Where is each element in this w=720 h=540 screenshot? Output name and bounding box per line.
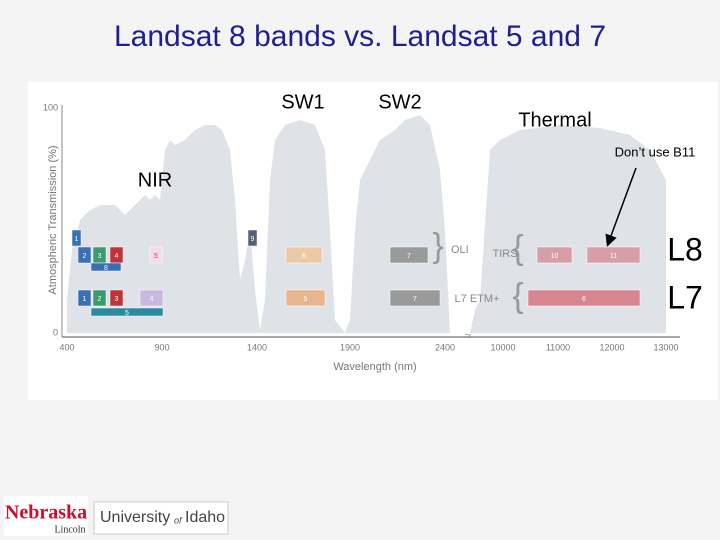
band-label: 5 — [125, 310, 129, 317]
y-tick-label: 100 — [43, 102, 58, 112]
band-box — [285, 246, 323, 264]
band-box — [536, 246, 573, 264]
annotation: NIR — [138, 169, 172, 191]
y-axis-label: Atmospheric Transmission (%) — [47, 145, 59, 294]
band-label: 11 — [610, 253, 617, 260]
band-box — [389, 289, 441, 307]
x-axis-label: Wavelength (nm) — [333, 361, 416, 373]
band-box — [149, 246, 163, 264]
brace: } — [432, 227, 443, 265]
band-box — [77, 289, 92, 307]
nebraska-logo — [4, 496, 88, 536]
brace: { — [512, 277, 523, 315]
sensor-label: TIRS — [492, 248, 517, 260]
band-box — [247, 229, 258, 247]
band-label: 3 — [98, 253, 102, 260]
x-tick-label: 400 — [59, 342, 74, 352]
logo-text: University — [100, 509, 170, 526]
annotation: SW1 — [281, 91, 324, 113]
band-box — [285, 289, 326, 307]
band-label: 4 — [115, 253, 119, 260]
band-box — [139, 289, 164, 307]
band-label: 6 — [302, 253, 306, 260]
band-label: 2 — [98, 296, 102, 303]
band-label: 10 — [551, 253, 559, 260]
band-label: 1 — [75, 236, 79, 243]
band-label: 3 — [115, 296, 119, 303]
band-box — [90, 262, 122, 272]
logo-text: of — [174, 515, 183, 525]
band-box — [586, 246, 641, 264]
x-tick-label: 2400 — [435, 342, 455, 352]
logo-text: Nebraska — [5, 502, 87, 524]
slide-title: Landsat 8 bands vs. Landsat 5 and 7 — [114, 20, 606, 53]
x-tick-label: 1900 — [340, 342, 360, 352]
band-label: 4 — [150, 296, 154, 303]
transmission-curve — [67, 115, 666, 333]
band-label: 5 — [154, 253, 158, 260]
band-label: 6 — [582, 296, 586, 303]
annotation: SW2 — [378, 91, 421, 113]
band-label: 1 — [83, 296, 87, 303]
band-box — [71, 229, 82, 247]
band-label: 7 — [413, 296, 417, 303]
annotation: Thermal — [518, 109, 591, 131]
band-box — [109, 289, 124, 307]
annotation: L8 — [667, 231, 703, 267]
band-label: 7 — [407, 253, 411, 260]
band-box — [90, 307, 164, 317]
band-box — [77, 246, 92, 264]
band-box — [527, 289, 641, 307]
brace: { — [512, 229, 523, 267]
x-tick-label: 11000 — [546, 342, 570, 352]
annotation: L7 — [667, 279, 703, 315]
band-label: 8 — [104, 265, 108, 272]
logo-text: Idaho — [185, 509, 225, 526]
x-tick-label: 12000 — [599, 342, 624, 352]
band-label: 5 — [304, 296, 308, 303]
band-box — [389, 246, 429, 264]
logo-text: Lincoln — [54, 524, 85, 535]
x-tick-label: 900 — [154, 342, 169, 352]
band-box — [92, 289, 107, 307]
annotation: Don’t use B11 — [615, 144, 696, 159]
arrow — [605, 167, 637, 247]
sensor-label: L7 ETM+ — [455, 293, 500, 305]
x-tick-label: 1400 — [247, 342, 267, 352]
sensor-label: OLI — [451, 244, 469, 256]
axis-break: ≈ — [465, 329, 472, 343]
band-label: 9 — [251, 236, 255, 243]
x-tick-label: 10000 — [490, 342, 515, 352]
y-tick-label: 0 — [53, 327, 58, 337]
band-label: 2 — [83, 253, 87, 260]
x-tick-label: 13000 — [653, 342, 678, 352]
idaho-logo — [93, 501, 229, 535]
